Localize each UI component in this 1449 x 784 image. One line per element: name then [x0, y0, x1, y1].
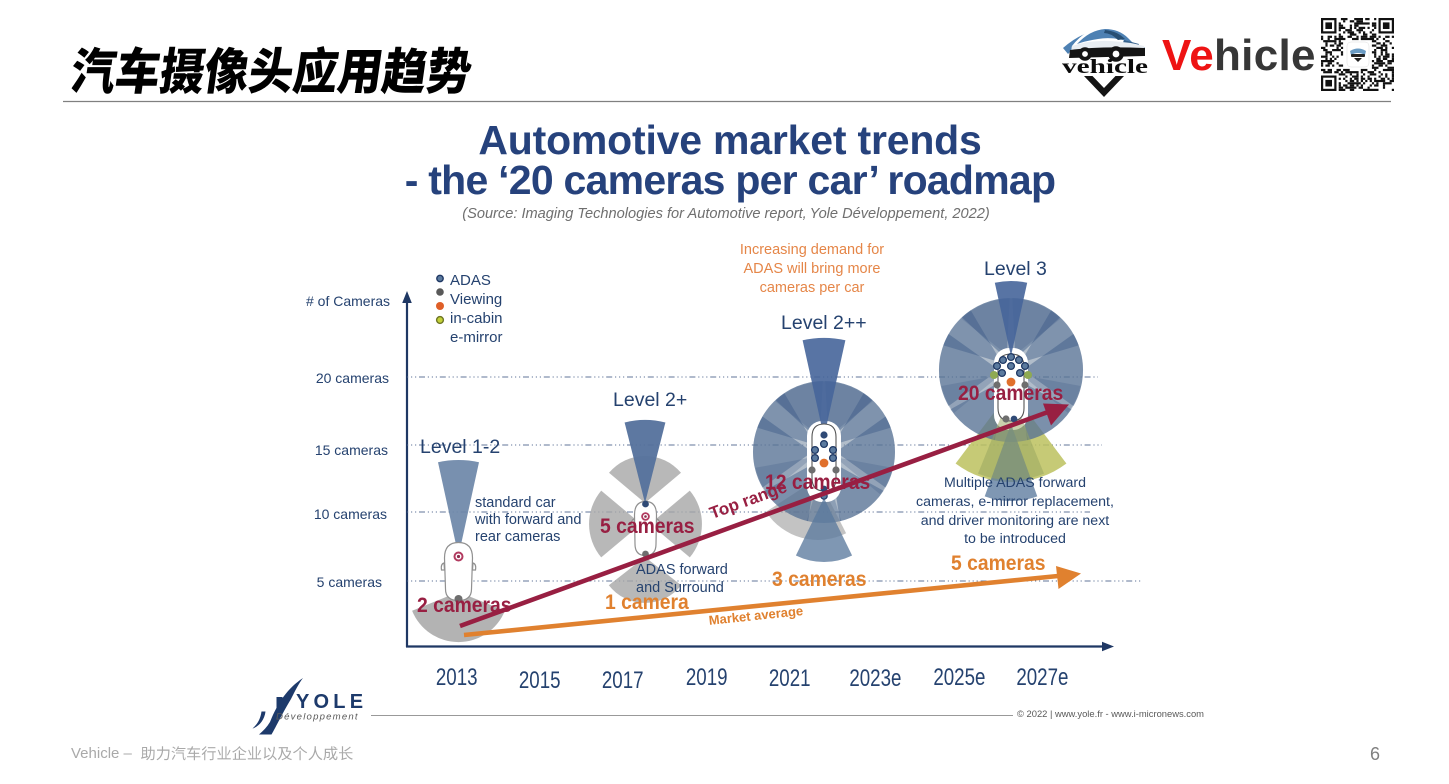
svg-text:vehicle: vehicle: [1062, 56, 1148, 78]
svg-text:YOLE: YOLE: [296, 691, 367, 713]
svg-text:Développement: Développement: [276, 712, 359, 723]
